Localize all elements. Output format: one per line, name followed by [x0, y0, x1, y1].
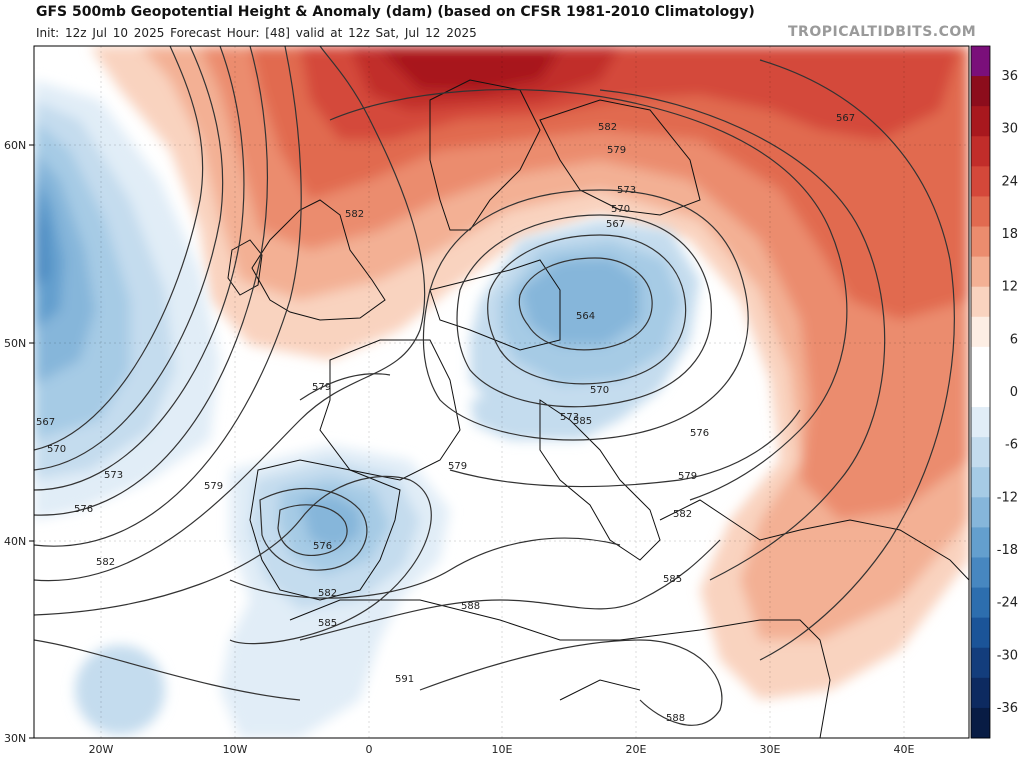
contour-label: 579 — [312, 382, 331, 393]
lon-label-10e: 10E — [492, 743, 513, 756]
colorbar-label: 6 — [1010, 332, 1018, 347]
colorbar-label: 0 — [1010, 385, 1018, 400]
chart-title: GFS 500mb Geopotential Height & Anomaly … — [36, 4, 755, 20]
lat-label-60n: 60N — [4, 139, 26, 152]
colorbar-swatch — [971, 346, 990, 378]
forecast-subtitle: Init: 12z Jul 10 2025 Forecast Hour: [48… — [36, 26, 477, 40]
contour-label: 567 — [606, 219, 625, 230]
lon-label-10w: 10W — [223, 743, 248, 756]
colorbar-swatch — [971, 497, 990, 528]
colorbar-label: -24 — [997, 596, 1018, 611]
colorbar-swatch — [971, 46, 990, 77]
contour-label: 573 — [104, 470, 123, 481]
colorbar-swatch — [971, 557, 990, 589]
contour-label: 576 — [313, 541, 332, 552]
colorbar-label: 36 — [1001, 69, 1018, 84]
map-frame — [33, 45, 970, 739]
colorbar-label: -30 — [997, 648, 1018, 663]
contour-label: 579 — [607, 145, 626, 156]
height-contours — [34, 46, 955, 726]
lon-label-30e: 30E — [760, 743, 781, 756]
colorbar-swatch — [971, 437, 990, 468]
contour-label: 585 — [573, 416, 592, 427]
colorbar-label: -18 — [997, 543, 1018, 558]
colorbar-label: -12 — [997, 490, 1018, 505]
contour-label: 588 — [461, 601, 480, 612]
colorbar-swatch — [971, 136, 990, 167]
contour-label: 579 — [204, 481, 223, 492]
colorbar-label: 18 — [1001, 227, 1018, 242]
contour-label: 570 — [611, 204, 630, 215]
contour-label: 576 — [690, 428, 709, 439]
colorbar-label: 12 — [1001, 280, 1018, 295]
anomaly-colorbar — [970, 45, 991, 739]
contour-label: 585 — [663, 574, 682, 585]
contour-label: 573 — [560, 412, 579, 423]
contour-label: 570 — [47, 444, 66, 455]
contour-label: 579 — [678, 471, 697, 482]
colorbar-label: 24 — [1001, 174, 1018, 189]
contour-label: 585 — [318, 618, 337, 629]
contour-labels: 567 582 582 579 573 570 567 564 579 579 … — [36, 113, 855, 724]
colorbar-swatch — [971, 376, 990, 408]
contour-label: 567 — [36, 417, 55, 428]
contour-label: 582 — [673, 509, 692, 520]
contour-label: 576 — [74, 504, 93, 515]
contour-label: 582 — [318, 588, 337, 599]
colorbar-swatch — [971, 467, 990, 498]
colorbar-label: -6 — [1005, 438, 1018, 453]
positive-anomaly-field — [90, 46, 969, 700]
contour-label: 567 — [836, 113, 855, 124]
colorbar-swatch — [971, 587, 990, 619]
colorbar-swatch — [971, 707, 990, 739]
colorbar-swatch — [971, 286, 990, 318]
brand-watermark: TROPICALTIDBITS.COM — [788, 24, 977, 40]
contour-label: 573 — [617, 185, 636, 196]
contour-label: 582 — [345, 209, 364, 220]
graticule — [34, 46, 969, 738]
contour-label: 582 — [96, 557, 115, 568]
contour-label: 591 — [395, 674, 414, 685]
contour-label: 570 — [590, 385, 609, 396]
lon-label-20e: 20E — [626, 743, 647, 756]
contour-label: 582 — [598, 122, 617, 133]
lon-label-0: 0 — [366, 743, 373, 756]
colorbar-frame — [970, 45, 991, 739]
colorbar-swatch — [971, 647, 990, 679]
longitude-labels: 20W 10W 0 10E 20E 30E 40E — [89, 743, 915, 756]
colorbar-label: -36 — [997, 701, 1018, 716]
lon-label-20w: 20W — [89, 743, 114, 756]
contour-label: 579 — [448, 461, 467, 472]
negative-anomaly-field — [34, 80, 700, 738]
colorbar-swatch — [971, 256, 990, 288]
colorbar-swatch — [971, 196, 990, 228]
coastlines — [227, 79, 969, 738]
colorbar-swatch — [971, 76, 990, 107]
contour-label: 588 — [666, 713, 685, 724]
colorbar-swatch — [971, 226, 990, 258]
lat-label-50n: 50N — [4, 337, 26, 350]
colorbar-label: 30 — [1001, 122, 1018, 137]
colorbar-swatch — [971, 316, 990, 348]
colorbar-swatch — [971, 166, 990, 197]
colorbar-labels: 36 30 24 18 12 6 0 -6 -12 -18 -24 -30 -36 — [997, 69, 1018, 716]
colorbar-swatch — [971, 407, 990, 438]
colorbar-swatch — [971, 617, 990, 649]
lat-label-40n: 40N — [4, 535, 26, 548]
lon-label-40e: 40E — [894, 743, 915, 756]
contour-label: 564 — [576, 311, 595, 322]
colorbar-swatch — [971, 106, 990, 137]
colorbar-swatch — [971, 677, 990, 709]
lat-label-30n: 30N — [4, 732, 26, 745]
latitude-labels: 60N 50N 40N 30N — [4, 139, 34, 745]
colorbar-swatch — [971, 527, 990, 558]
